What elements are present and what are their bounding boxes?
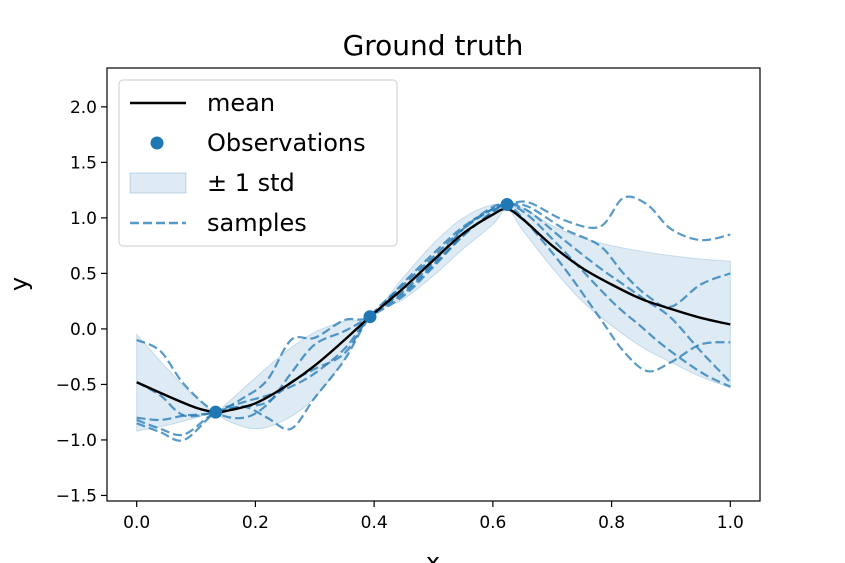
x-tick-label: 0.0 (123, 513, 150, 533)
chart-title: Ground truth (343, 29, 524, 62)
x-tick-label: 0.4 (361, 513, 388, 533)
sample-line-3 (136, 202, 731, 442)
sample-line-1 (136, 203, 731, 420)
sample-line-5 (136, 202, 731, 422)
legend-samples-label: samples (207, 209, 307, 237)
legend-std-label: ± 1 std (207, 169, 295, 197)
y-tick-label: −1.5 (56, 486, 97, 506)
x-axis-label: x (426, 548, 440, 563)
legend-mean-label: mean (207, 89, 275, 117)
x-tick-label: 0.6 (479, 513, 506, 533)
sample-line-4 (136, 203, 732, 431)
x-axis-ticks: 0.0 0.2 0.4 0.6 0.8 1.0 (123, 501, 744, 533)
y-tick-label: 1.5 (70, 153, 97, 173)
x-tick-label: 0.2 (242, 513, 269, 533)
y-tick-label: 0.0 (70, 320, 97, 340)
legend: mean Observations ± 1 std samples (118, 79, 398, 247)
plot-frame (106, 67, 761, 502)
y-tick-label: 1.0 (70, 209, 97, 229)
observation-points (209, 198, 514, 419)
y-axis-label: y (5, 277, 33, 291)
y-tick-label: 0.5 (70, 264, 97, 284)
observation-point (500, 198, 514, 212)
y-tick-label: −1.0 (56, 431, 97, 451)
y-tick-label: 2.0 (70, 98, 97, 118)
observation-point (363, 310, 377, 324)
legend-std-swatch (129, 172, 187, 194)
y-axis-ticks: −1.5 −1.0 −0.5 0.0 0.5 1.0 1.5 2.0 (56, 98, 107, 506)
sample-lines (136, 195, 732, 442)
legend-frame (118, 79, 398, 247)
legend-observations-label: Observations (207, 129, 366, 157)
legend-observations-swatch (150, 136, 164, 150)
x-tick-label: 1.0 (717, 513, 744, 533)
observation-point (209, 405, 223, 419)
x-tick-label: 0.8 (598, 513, 625, 533)
y-tick-label: −0.5 (56, 375, 97, 395)
